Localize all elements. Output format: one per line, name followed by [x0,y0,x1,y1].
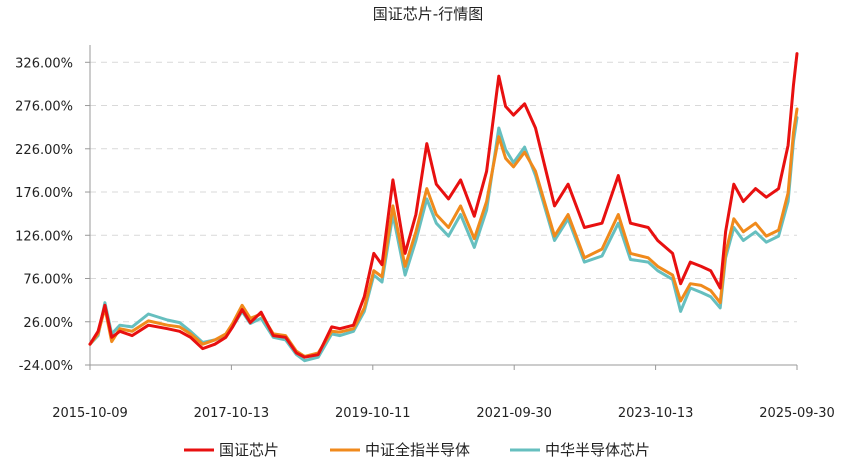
x-tick-label: 2021-09-30 [476,406,552,421]
series-lines [88,52,799,363]
y-tick-label: 326.00% [15,56,73,71]
y-tick-label: 226.00% [15,143,73,158]
x-tick-label: 2017-10-13 [194,406,270,421]
chart-title: 国证芯片-行情图 [373,5,483,23]
y-tick-label: 276.00% [15,100,73,115]
legend: 国证芯片 中证全指半导体 中华半导体芯片 [184,441,650,459]
series-line-2 [88,116,799,363]
y-tick-label: -24.00% [19,359,73,374]
x-tick-label: 2025-09-30 [759,406,835,421]
y-tick-label: 176.00% [15,186,73,201]
y-tick-label: 126.00% [15,229,73,244]
axes: -24.00% 26.00% 76.00% 126.00% 176.00% 226.00%… [15,45,835,421]
x-tick-label: 2019-10-11 [335,406,411,421]
y-tick-label: 76.00% [23,273,73,288]
series-line-1 [88,107,799,358]
legend-label: 国证芯片 [219,441,279,459]
legend-label: 中证全指半导体 [365,441,470,459]
x-tick-label: 2015-10-09 [52,406,128,421]
legend-label: 中华半导体芯片 [545,441,650,459]
series-line-0 [88,52,799,359]
y-tick-label: 26.00% [23,316,73,331]
gridlines [90,61,797,366]
x-tick-label: 2023-10-13 [618,406,694,421]
